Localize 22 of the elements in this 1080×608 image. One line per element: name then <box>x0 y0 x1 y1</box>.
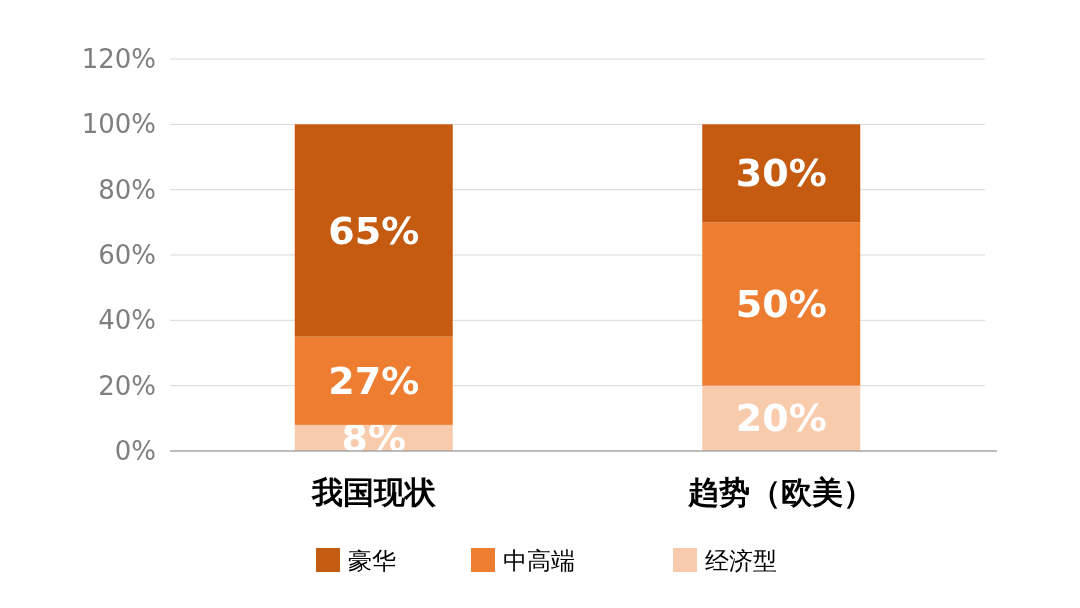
legend-label: 中高端 <box>503 547 575 575</box>
bar <box>294 124 453 337</box>
y-tick-label: 100% <box>81 109 156 140</box>
data-label: 50% <box>735 282 827 326</box>
x-tick-label: 趋势（欧美） <box>687 474 875 510</box>
bar <box>294 336 453 425</box>
bar <box>702 124 861 223</box>
data-label: 8% <box>341 415 407 460</box>
y-tick-label: 20% <box>98 370 156 401</box>
y-tick-label: 80% <box>98 174 156 205</box>
y-tick-label: 60% <box>98 240 156 270</box>
y-tick-label: 0% <box>114 436 156 466</box>
bar <box>702 222 861 386</box>
data-label: 65% <box>328 208 420 253</box>
data-label: 20% <box>735 396 827 441</box>
y-tick-label: 40% <box>98 305 156 336</box>
x-tick-label: 我国现状 <box>310 474 437 510</box>
y-tick-label: 120% <box>81 44 156 74</box>
legend-label: 经济型 <box>705 547 777 575</box>
legend-label: 豪华 <box>348 547 396 575</box>
data-label: 30% <box>735 151 827 196</box>
data-label: 27% <box>328 358 420 403</box>
